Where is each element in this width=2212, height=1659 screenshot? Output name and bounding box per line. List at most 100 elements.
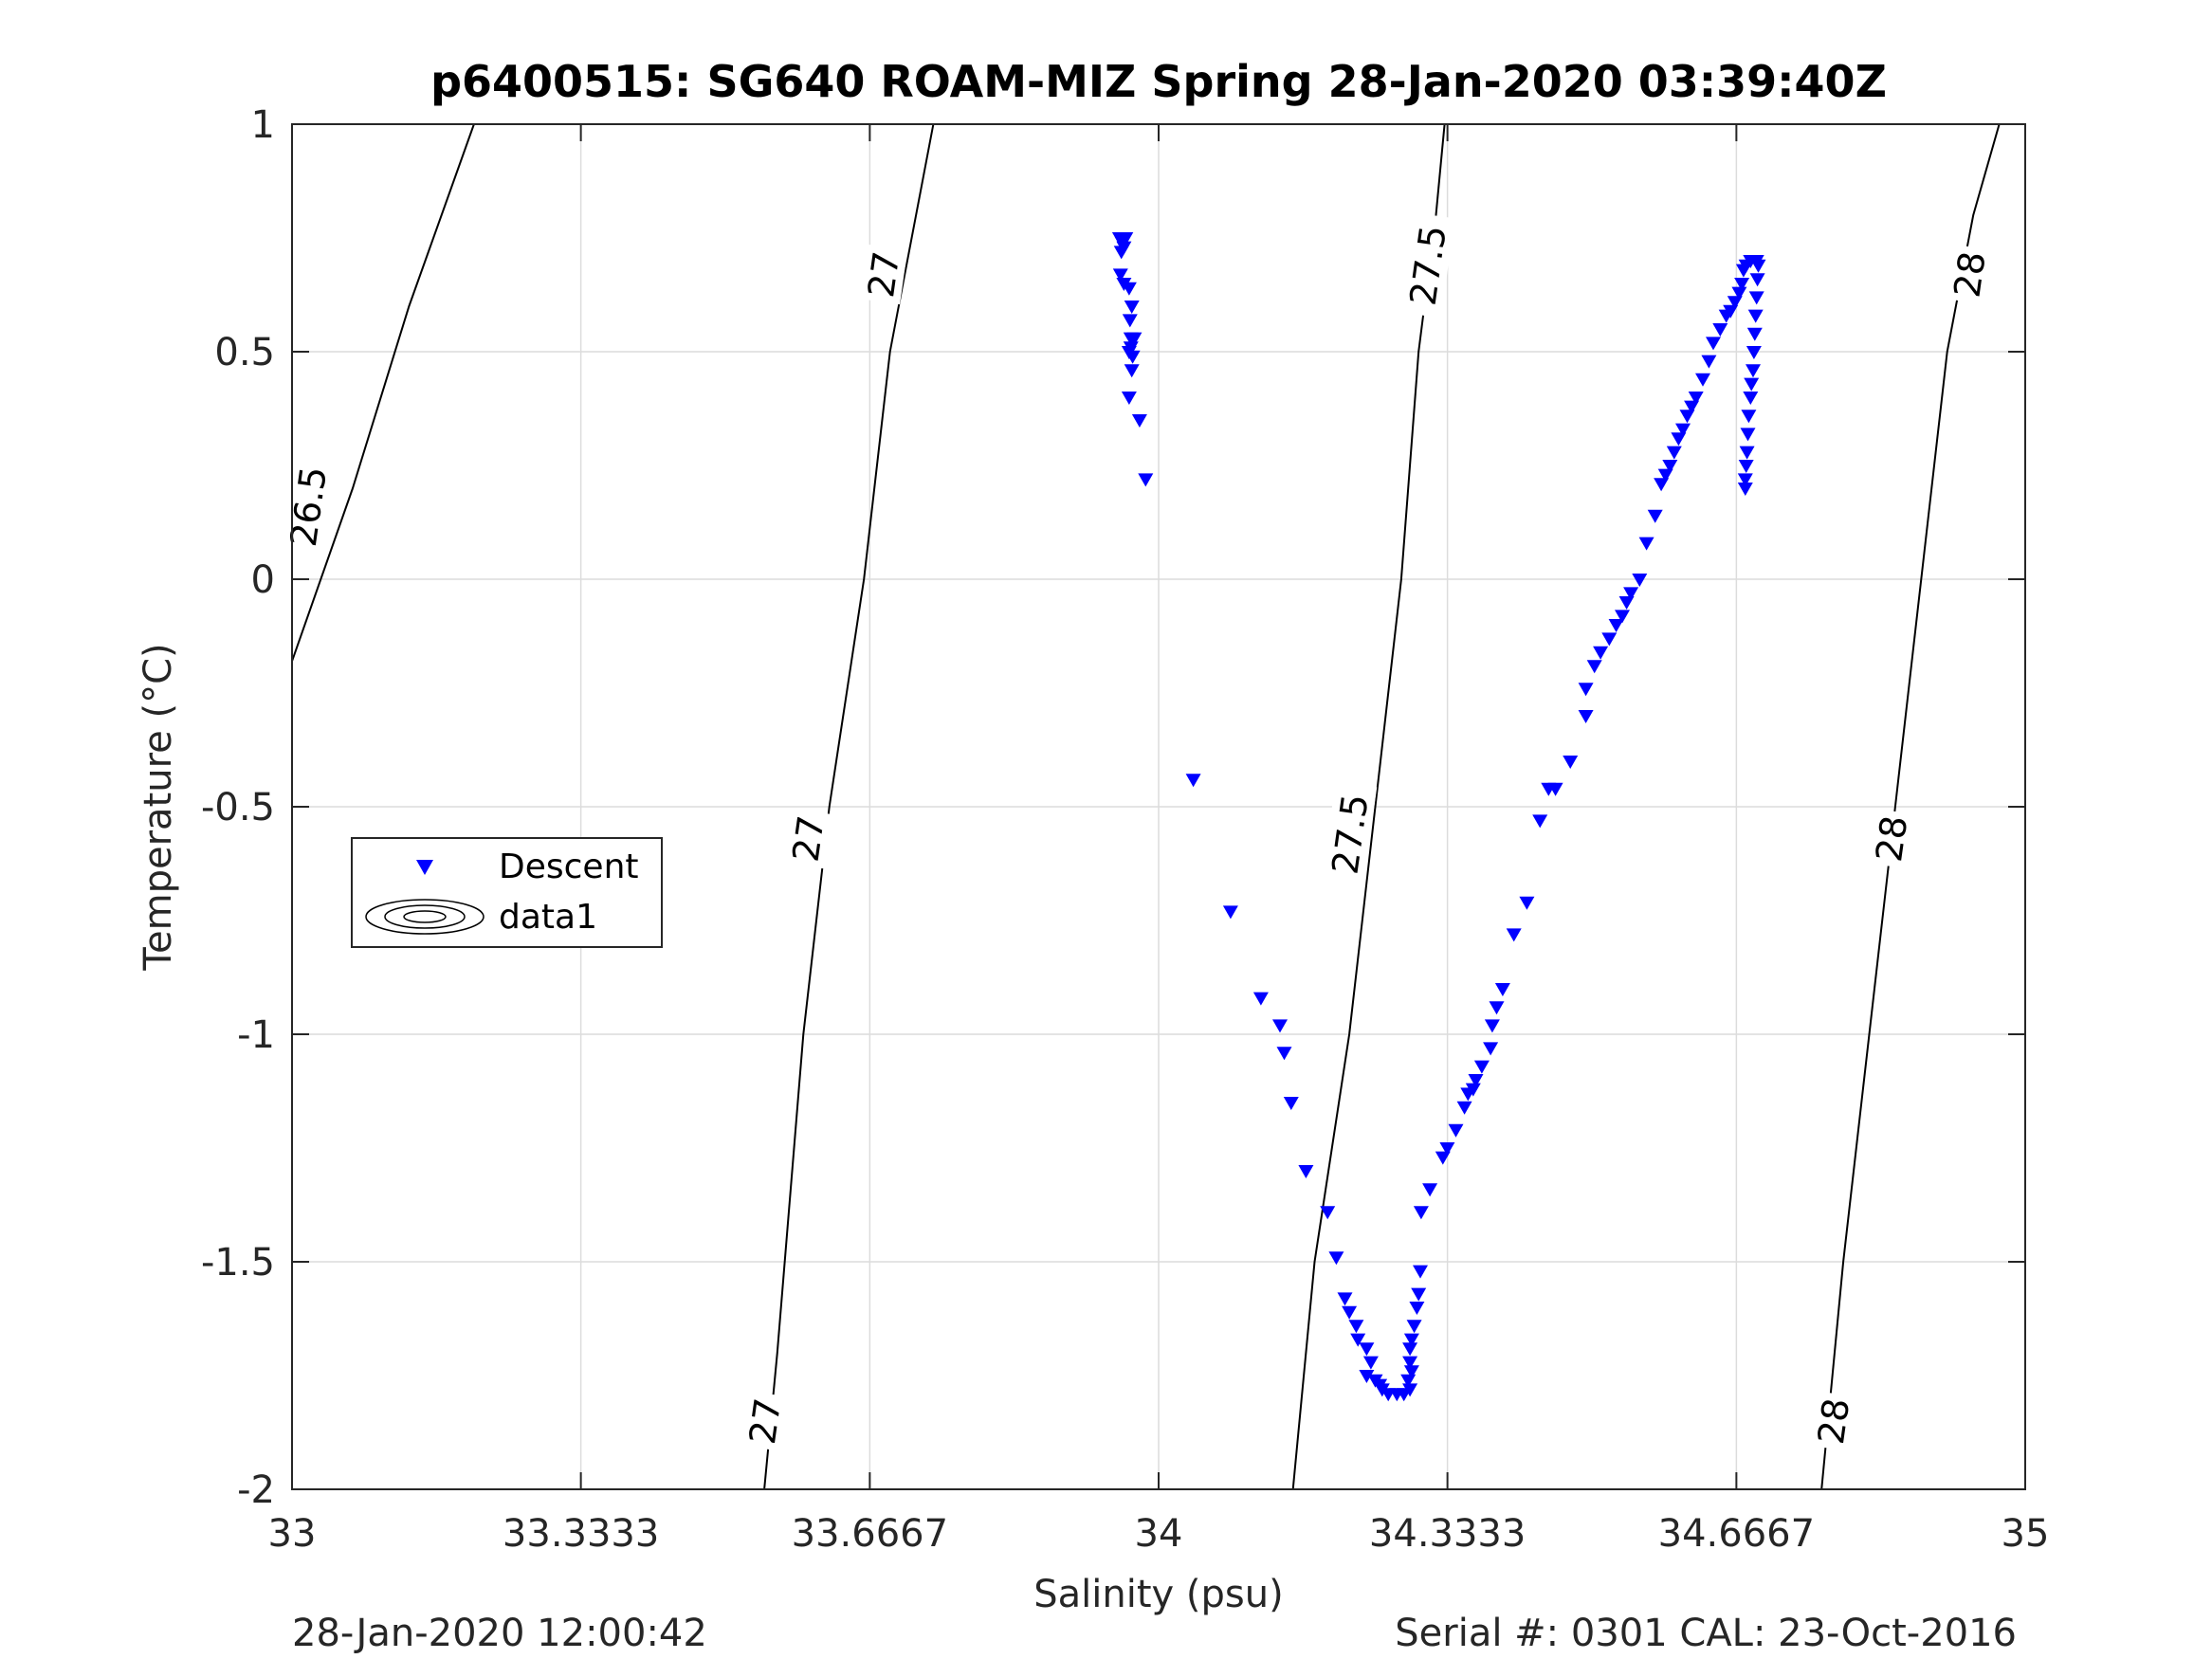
- descent-point: [1586, 660, 1602, 674]
- descent-point: [1563, 756, 1579, 769]
- contour-label: 28: [1808, 1391, 1857, 1451]
- x-tick-label: 34.3333: [1369, 1512, 1526, 1556]
- descent-point: [1413, 1265, 1428, 1279]
- contour-label: 27: [740, 1391, 789, 1451]
- descent-point: [1276, 1047, 1292, 1061]
- contour-label: 27: [782, 808, 832, 869]
- descent-point: [1403, 1333, 1419, 1347]
- contour-label-text: 28: [1946, 249, 1993, 301]
- contour-label-backdrop: [1399, 212, 1455, 319]
- contour-label-backdrop: [1944, 244, 1994, 305]
- descent-point: [1615, 610, 1630, 624]
- descent-point: [1746, 327, 1763, 341]
- contour-label-backdrop: [280, 453, 336, 559]
- y-tick-label: -0.5: [201, 786, 275, 830]
- descent-point: [1532, 814, 1548, 829]
- descent-point: [1675, 423, 1691, 437]
- descent-point: [1662, 460, 1678, 473]
- descent-point: [1222, 905, 1238, 920]
- descent-point: [1654, 478, 1670, 492]
- descent-point: [1402, 1383, 1418, 1397]
- contour-label: 27: [858, 244, 908, 305]
- descent-point: [1679, 410, 1695, 424]
- descent-point: [1748, 291, 1764, 305]
- descent-point: [1403, 1365, 1419, 1379]
- descent-point: [1124, 301, 1140, 314]
- descent-point: [1494, 983, 1510, 996]
- descent-point: [1350, 1333, 1366, 1347]
- descent-point: [1593, 646, 1609, 660]
- legend-contour-icon: [365, 899, 484, 935]
- descent-point: [1737, 473, 1753, 487]
- descent-point: [1465, 1083, 1481, 1097]
- descent-point: [1712, 323, 1728, 337]
- contour-label-text: 27: [741, 1395, 789, 1447]
- y-tick-label: 1: [251, 103, 275, 147]
- descent-point: [1739, 446, 1755, 460]
- footer-timestamp: 28-Jan-2020 12:00:42: [292, 1612, 707, 1655]
- contour-label-text: 28: [1810, 1395, 1857, 1447]
- descent-point: [1422, 1183, 1438, 1197]
- contour-label-backdrop: [1808, 1391, 1857, 1451]
- descent-point: [1342, 1305, 1358, 1320]
- descent-point: [1272, 1019, 1288, 1033]
- x-axis-label: Salinity (psu): [1033, 1573, 1283, 1616]
- descent-point: [1456, 1101, 1472, 1115]
- descent-point: [1727, 296, 1743, 310]
- descent-point: [1647, 509, 1663, 523]
- chart-title: p6400515: SG640 ROAM-MIZ Spring 28-Jan-2…: [430, 56, 1887, 107]
- descent-point: [1578, 683, 1594, 697]
- descent-point: [1362, 1356, 1379, 1370]
- descent-point: [1124, 364, 1140, 378]
- contour-line-26.5: [291, 123, 475, 662]
- descent-point: [1122, 314, 1138, 328]
- descent-point: [1413, 1206, 1429, 1220]
- contour-label-text: 26.5: [283, 464, 335, 549]
- grid: [291, 123, 2026, 1490]
- descent-point: [1746, 364, 1761, 378]
- y-tick-label: -1.5: [201, 1241, 275, 1285]
- descent-point: [1131, 414, 1147, 428]
- descent-point: [1750, 259, 1766, 273]
- descent-point: [1623, 587, 1639, 601]
- descent-point: [1734, 278, 1750, 291]
- descent-point: [1731, 286, 1747, 301]
- descent-point: [1402, 1356, 1418, 1370]
- descent-point: [1138, 473, 1154, 487]
- contour-line-28: [1820, 123, 2001, 1490]
- axis-ticks: 33 33.3333 33.6667 34 34.3333 34.6667 35 -2 -1.5…: [201, 103, 2050, 1556]
- contour-label-text: 27: [785, 813, 832, 865]
- descent-point: [1671, 432, 1687, 447]
- contour-label-backdrop: [858, 244, 908, 305]
- y-tick-label: -1: [237, 1013, 275, 1057]
- descent-point: [1483, 1042, 1499, 1056]
- descent-point: [1695, 373, 1710, 387]
- descent-point: [1121, 392, 1137, 405]
- descent-point: [1113, 246, 1129, 260]
- x-tick-label: 33.3333: [503, 1512, 659, 1556]
- descent-point: [1283, 1097, 1299, 1110]
- y-tick-label: 0.5: [214, 331, 275, 374]
- descent-point: [1706, 337, 1721, 351]
- descent-point: [1738, 460, 1754, 473]
- descent-point: [1701, 355, 1717, 369]
- descent-point: [1411, 1287, 1427, 1302]
- contour-label-backdrop: [1321, 781, 1378, 887]
- contour-label: 26.5: [280, 453, 336, 559]
- y-axis-label: Temperature (°C): [137, 643, 180, 971]
- descent-point: [1448, 1123, 1464, 1138]
- descent-point: [1657, 468, 1673, 483]
- descent-point: [1252, 992, 1269, 1006]
- descent-point: [1126, 332, 1143, 346]
- descent-point: [1124, 350, 1141, 364]
- descent-point: [1489, 1001, 1505, 1015]
- descent-point: [1519, 896, 1535, 910]
- descent-point: [1409, 1302, 1425, 1315]
- x-tick-label: 33: [268, 1512, 317, 1556]
- legend-data1-label: data1: [499, 898, 597, 937]
- descent-point: [1638, 537, 1654, 551]
- descent-point: [1506, 928, 1522, 942]
- descent-point: [1608, 619, 1624, 632]
- descent-point: [1359, 1370, 1375, 1383]
